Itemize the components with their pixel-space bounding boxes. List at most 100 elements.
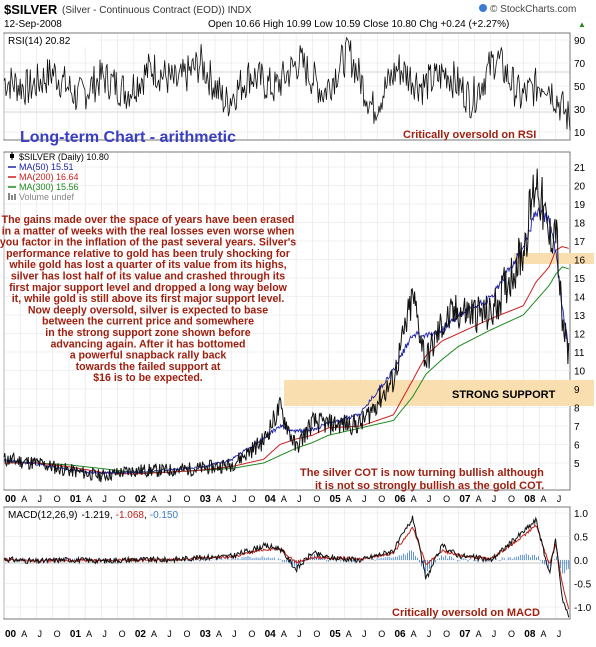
price-tick-label: 10: [574, 367, 586, 378]
header-bar: [0, 0, 596, 30]
commentary-line: Now deeply oversold, silver is expected …: [28, 304, 268, 316]
price-tick-label: 8: [574, 404, 580, 415]
failed-support-zone: [514, 253, 594, 264]
time-tick-label: A: [346, 629, 352, 639]
macd-tick-label: 1.0: [574, 509, 588, 520]
time-tick-label: O: [183, 494, 190, 504]
brand-globe-icon: [479, 4, 487, 12]
time-tick-label: J: [102, 629, 107, 639]
rsi-tick-label: 70: [574, 59, 586, 70]
macd-hist-value: -0.150: [150, 510, 179, 521]
header-symbol: $SILVER: [4, 2, 58, 17]
time-tick-label: A: [151, 494, 157, 504]
time-tick-label: 06: [394, 494, 406, 505]
commentary-line: in the strong support zone shown before: [45, 327, 251, 339]
time-tick-label: O: [313, 629, 320, 639]
price-tick-label: 19: [574, 200, 586, 211]
price-tick-label: 6: [574, 441, 580, 452]
time-tick-label: J: [362, 494, 367, 504]
change-up-arrow-icon: ▲: [578, 20, 586, 29]
price-tick-label: 20: [574, 182, 586, 193]
macd-label-prefix: MACD(12,26,9): [8, 510, 77, 521]
time-tick-label: J: [557, 494, 562, 504]
time-tick-label: A: [216, 629, 222, 639]
legend-swatch: [10, 154, 14, 158]
time-tick-label: J: [167, 629, 172, 639]
time-tick-label: 05: [330, 629, 342, 640]
rsi-axis: 90 70 50 30 10: [574, 36, 586, 139]
time-axis: 00 A J O 01 A J O 02 A J O 03 A J O 04 A J O 05 A J O 06 A J O 07 A J O…: [5, 494, 561, 505]
price-axis: 21 20 19 18 17 16 15 14 13 12 11 10 9 8 7 6 5: [574, 163, 586, 470]
time-tick-label: J: [232, 629, 237, 639]
legend-entry: MA(300) 15.56: [19, 182, 79, 192]
legend-entry: MA(50) 15.51: [19, 162, 74, 172]
time-tick-label: O: [378, 494, 385, 504]
time-tick-label: A: [476, 494, 482, 504]
rsi-label-bg: [6, 35, 98, 47]
rsi-line: [3, 36, 571, 131]
time-tick-label: A: [476, 629, 482, 639]
time-tick-label: O: [508, 494, 515, 504]
rsi-label: RSI(14) 20.82: [8, 36, 71, 47]
commentary-line: advancing again. After it has bottomed: [50, 338, 245, 350]
time-tick-label: 01: [70, 629, 82, 640]
price-line: [3, 168, 570, 483]
rsi-tick-label: 30: [574, 105, 586, 116]
price-tick-label: 16: [574, 256, 586, 267]
time-tick-label: A: [540, 629, 546, 639]
price-tick-label: 15: [574, 274, 586, 285]
time-tick-label: A: [281, 494, 287, 504]
time-tick-label: 08: [524, 629, 536, 640]
price-gridlines: [3, 153, 570, 489]
rsi-tick-label: 10: [574, 128, 586, 139]
time-tick-label: 01: [70, 494, 82, 505]
commentary-line: between the current price and somewhere: [42, 316, 254, 328]
commentary-line: silver has lost half of its value and cr…: [11, 271, 285, 283]
time-tick-label: O: [119, 629, 126, 639]
time-tick-label: J: [427, 629, 432, 639]
commentary-text: The gains made over the space of years h…: [0, 214, 296, 384]
commentary-line: it, while gold is still above its first …: [12, 293, 285, 305]
price-tick-label: 18: [574, 219, 586, 230]
time-tick-label: A: [281, 629, 287, 639]
time-axis-bottom: 00 A J O 01 A J O 02 A J O 03 A J O 04 A J O 05 A J O 06 A J O 07 A J O…: [5, 629, 561, 640]
macd-signal-value: -1.068: [116, 510, 145, 521]
header-brand: © StockCharts.com: [490, 4, 576, 15]
macd-panel: MACD(12,26,9) -1.219, -1.068, -0.150 1.00.5…: [3, 506, 592, 620]
time-tick-label: J: [297, 629, 302, 639]
macd-line: [3, 515, 570, 618]
time-tick-label: A: [86, 629, 92, 639]
cot-note-line-1: The silver COT is now turning bullish al…: [300, 467, 544, 479]
time-tick-label: J: [167, 494, 172, 504]
commentary-line: first major support level and dropped a …: [9, 282, 288, 294]
strong-support-zone: [284, 380, 594, 406]
time-tick-label: J: [37, 629, 42, 639]
header-ohlc: Open 10.66 High 10.99 Low 10.59 Close 10…: [208, 19, 509, 30]
time-tick-label: 08: [524, 494, 536, 505]
macd-tick-label: -1.0: [574, 603, 592, 614]
time-tick-label: A: [216, 494, 222, 504]
time-tick-label: J: [37, 494, 42, 504]
commentary-line: $16 is to be expected.: [93, 372, 203, 384]
time-tick-label: O: [508, 629, 515, 639]
macd-tick-label: 0.0: [574, 556, 588, 567]
legend-entry: $SILVER (Daily) 10.80: [19, 152, 109, 162]
time-tick-label: A: [411, 629, 417, 639]
time-tick-label: 03: [200, 629, 212, 640]
time-tick-label: 07: [459, 494, 471, 505]
time-tick-label: O: [183, 629, 190, 639]
time-tick-label: A: [86, 494, 92, 504]
commentary-line: you factor in the inflation of the past …: [0, 237, 296, 249]
price-tick-label: 12: [574, 330, 586, 341]
macd-label: MACD(12,26,9) -1.219, -1.068, -0.150: [8, 510, 179, 521]
time-tick-label: A: [411, 494, 417, 504]
time-tick-label: A: [540, 494, 546, 504]
time-tick-label: 03: [200, 494, 212, 505]
macd-sep2: ,: [144, 510, 147, 521]
rsi-note: Critically oversold on RSI: [403, 129, 536, 141]
header-date: 12-Sep-2008: [4, 19, 62, 30]
time-tick-label: A: [346, 494, 352, 504]
price-tick-label: 21: [574, 163, 586, 174]
time-tick-label: 02: [135, 494, 147, 505]
